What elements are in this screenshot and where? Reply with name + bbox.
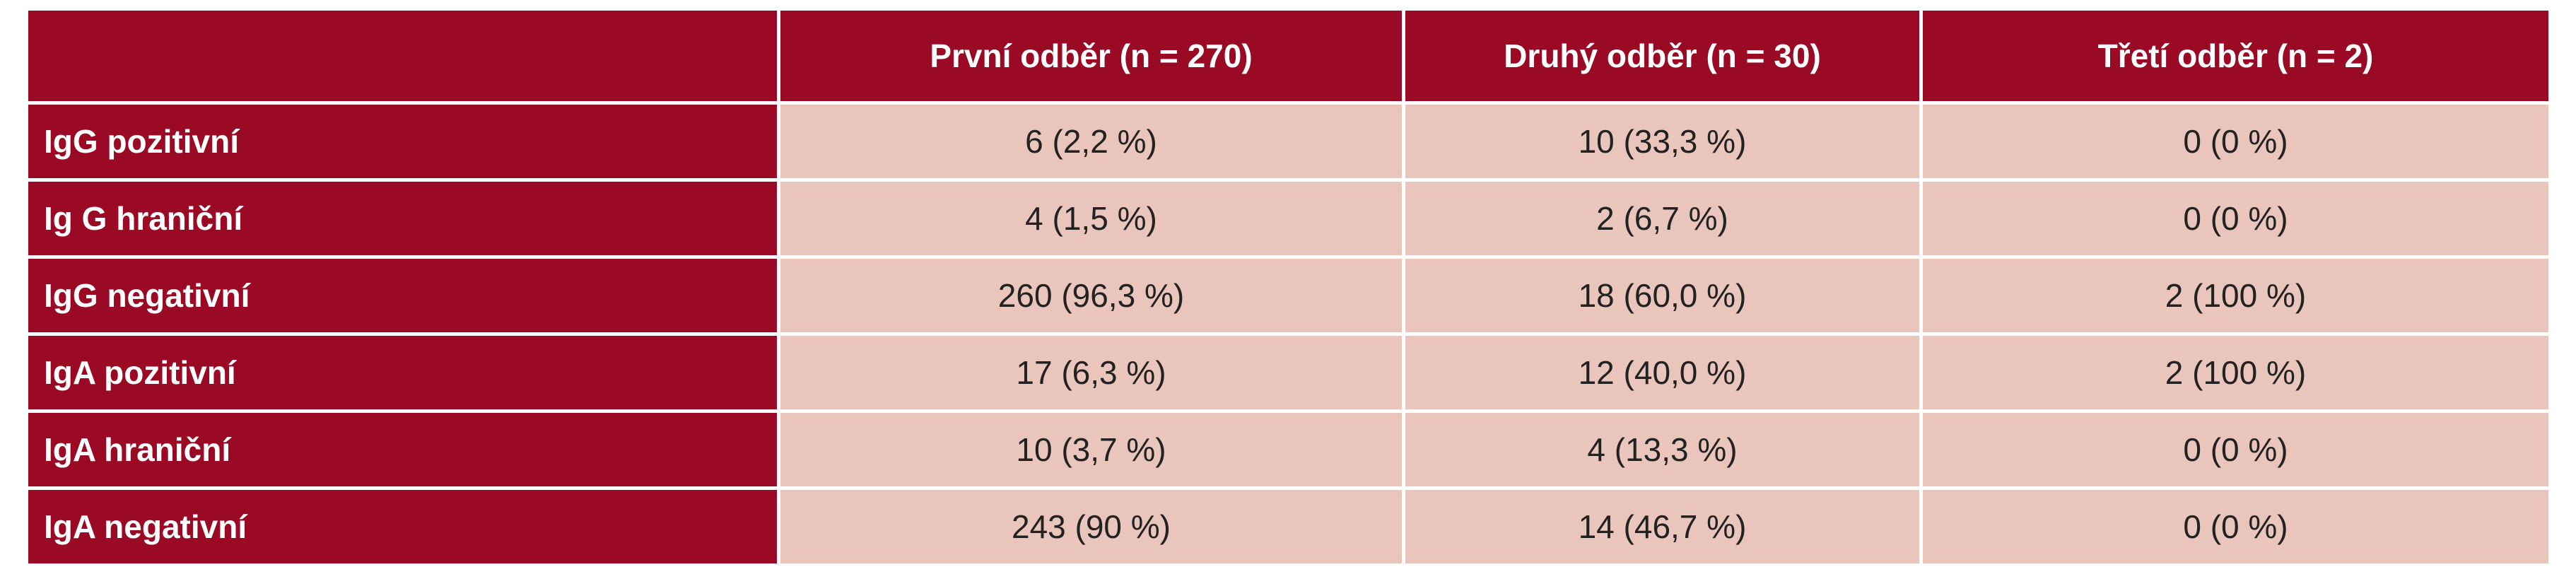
value-cell: 0 (0 %)	[1923, 413, 2548, 486]
row-label: IgA hraniční	[28, 413, 777, 486]
table-row: Ig G hraniční 4 (1,5 %) 2 (6,7 %) 0 (0 %)	[28, 182, 2548, 255]
table-row: IgA pozitivní 17 (6,3 %) 12 (40,0 %) 2 (100…	[28, 336, 2548, 409]
value-cell: 243 (90 %)	[780, 490, 1402, 563]
table-container: První odběr (n = 270) Druhý odběr (n = 30…	[25, 7, 2552, 567]
value-cell: 0 (0 %)	[1923, 182, 2548, 255]
table-row: IgG negativní 260 (96,3 %) 18 (60,0 %) 2 (1…	[28, 259, 2548, 332]
table-row: IgG pozitivní 6 (2,2 %) 10 (33,3 %) 0 (0 %)	[28, 105, 2548, 178]
value-cell: 14 (46,7 %)	[1405, 490, 1919, 563]
row-label: IgG negativní	[28, 259, 777, 332]
value-cell: 4 (13,3 %)	[1405, 413, 1919, 486]
value-cell: 18 (60,0 %)	[1405, 259, 1919, 332]
table-row: IgA negativní 243 (90 %) 14 (46,7 %) 0 (0 %…	[28, 490, 2548, 563]
row-label: IgA negativní	[28, 490, 777, 563]
value-cell: 0 (0 %)	[1923, 105, 2548, 178]
value-cell: 2 (100 %)	[1923, 336, 2548, 409]
table-body: IgG pozitivní 6 (2,2 %) 10 (33,3 %) 0 (0 %)…	[28, 105, 2548, 563]
header-cell: Třetí odběr (n = 2)	[1923, 11, 2548, 101]
header-row: První odběr (n = 270) Druhý odběr (n = 30…	[28, 11, 2548, 101]
row-label: IgG pozitivní	[28, 105, 777, 178]
value-cell: 6 (2,2 %)	[780, 105, 1402, 178]
row-label: Ig G hraniční	[28, 182, 777, 255]
value-cell: 260 (96,3 %)	[780, 259, 1402, 332]
value-cell: 12 (40,0 %)	[1405, 336, 1919, 409]
header-cell: První odběr (n = 270)	[780, 11, 1402, 101]
value-cell: 17 (6,3 %)	[780, 336, 1402, 409]
value-cell: 2 (6,7 %)	[1405, 182, 1919, 255]
header-cell: Druhý odběr (n = 30)	[1405, 11, 1919, 101]
value-cell: 10 (3,7 %)	[780, 413, 1402, 486]
value-cell: 0 (0 %)	[1923, 490, 2548, 563]
table-row: IgA hraniční 10 (3,7 %) 4 (13,3 %) 0 (0 %)	[28, 413, 2548, 486]
value-cell: 4 (1,5 %)	[780, 182, 1402, 255]
value-cell: 2 (100 %)	[1923, 259, 2548, 332]
value-cell: 10 (33,3 %)	[1405, 105, 1919, 178]
row-label: IgA pozitivní	[28, 336, 777, 409]
results-table: První odběr (n = 270) Druhý odběr (n = 30…	[25, 7, 2552, 567]
corner-cell	[28, 11, 777, 101]
